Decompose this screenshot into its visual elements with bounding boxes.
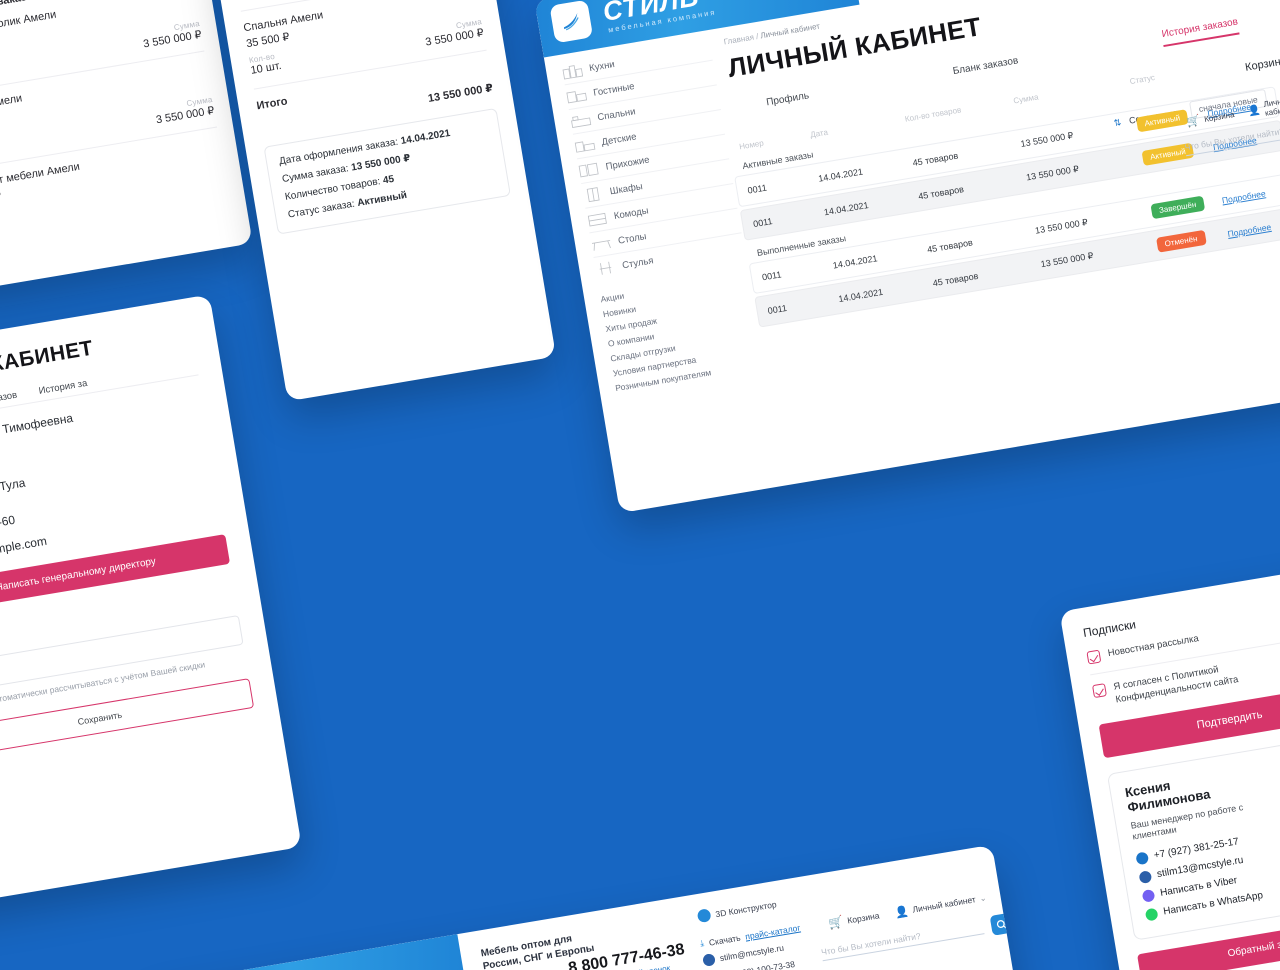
sidebar-item-stulya[interactable]: Стулья [594, 233, 746, 281]
cube-icon [696, 908, 712, 924]
chair-icon [599, 261, 612, 275]
sidebar: Кухни Гостиные Спальни Детские Прихожие … [560, 36, 765, 395]
sidebar-item-stoly[interactable]: Столы [589, 208, 742, 259]
cell-number: 0011 [761, 268, 783, 282]
sidebar-item-kuhni[interactable]: Кухни [560, 36, 713, 86]
search-icon [996, 919, 1007, 929]
site-topbar [141, 934, 467, 970]
sidebar-item-gostinye[interactable]: Гостиные [564, 60, 717, 111]
viber-icon [1141, 888, 1156, 903]
sidebar-item-shkafy[interactable]: Шкафы [581, 159, 734, 209]
summary-value: 13 550 000 ₽ [350, 152, 412, 174]
cart-icon: 🛒 [1185, 114, 1202, 129]
sidebar-item-label: Спальни [596, 105, 637, 123]
cell-count: 45 товаров [911, 150, 959, 168]
logo-swoosh-icon [563, 13, 579, 31]
sidebar-item-prihozhie[interactable]: Прихожие [577, 134, 730, 185]
tab-profile[interactable]: Профиль [765, 90, 810, 109]
status-badge: Активный [1135, 109, 1190, 133]
logo-badge[interactable] [549, 0, 594, 44]
download-icon: ⤓ [699, 937, 705, 949]
mail-icon [702, 953, 716, 967]
dresser-icon [587, 212, 607, 227]
phone-icon [1135, 851, 1150, 866]
summary-value: Активный [356, 189, 408, 210]
search-button[interactable] [989, 912, 1013, 936]
tab-history[interactable]: История за [37, 377, 89, 397]
cart-label: Корзина [846, 910, 881, 926]
hallway-icon [578, 162, 599, 178]
constructor-link[interactable]: 3D Конструктор [696, 897, 778, 924]
sidebar-item-label: Гостиные [592, 80, 636, 99]
kids-icon [574, 141, 596, 153]
site-window-blank: СТИЛЬ мебельная компания Мебель оптом дл… [141, 844, 1085, 970]
breadcrumb-sep: / [755, 31, 759, 42]
mail-icon [1138, 870, 1153, 884]
table-icon [591, 239, 611, 251]
checkbox-checked-icon[interactable] [1091, 683, 1107, 699]
user-icon: 👤 [1247, 104, 1262, 118]
sidebar-item-label: Прихожие [604, 154, 651, 173]
breadcrumb-home[interactable]: Главная [723, 32, 755, 47]
cell-count: 45 товаров [917, 183, 965, 202]
sidebar-submenu: Акции Новинки Хиты продаж О компании Скл… [599, 267, 764, 395]
cart-button[interactable]: 🛒 Корзина [828, 908, 881, 930]
profile-card: ЛИЧНЫЙ КАБИНЕТ Профиль Бланк заказов Ист… [0, 294, 302, 906]
tab-blank[interactable]: Бланк заказов [0, 389, 19, 411]
sidebar-item-label: Кухни [588, 58, 616, 74]
cell-sum: 13 550 000 ₽ [1039, 250, 1095, 270]
summary-label: Статус заказа: [287, 198, 356, 221]
checkbox-checked-icon[interactable] [1086, 649, 1102, 665]
details-link[interactable]: Подробнее [1226, 221, 1272, 239]
summary-value: 14.04.2021 [399, 127, 452, 148]
order-contents-card-left: Содержимое заказа Туалетный столик Амели… [0, 0, 253, 293]
sidebar-item-komody[interactable]: Комоды [585, 183, 738, 234]
user-icon: 👤 [894, 904, 910, 920]
order-detail-card: Спальня с зеркальцами Амели Кол-во 1 шт.… [211, 0, 557, 402]
cart-icon: 🛒 [827, 914, 845, 931]
account-button[interactable]: 👤 Личный кабинет ⌄ [894, 891, 987, 919]
cell-date: 14.04.2021 [823, 199, 870, 217]
cell-number: 0011 [746, 182, 768, 196]
tab-blank[interactable]: Бланк заказов [952, 55, 1020, 78]
cart-label: Корзина [1203, 109, 1236, 124]
status-badge: Отменён [1155, 229, 1207, 253]
sidebar-item-label: Столы [617, 230, 648, 247]
cell-sum: 13 550 000 ₽ [1025, 163, 1080, 183]
summary-value: 45 [382, 173, 395, 187]
wardrobe-icon [586, 187, 600, 203]
details-link[interactable]: Подробнее [1221, 187, 1267, 205]
sidebar-item-label: Шкафы [608, 180, 644, 197]
sidebar-item-spalni[interactable]: Спальни [568, 85, 721, 135]
cell-count: 45 товаров [926, 236, 974, 255]
whatsapp-icon [1144, 907, 1159, 922]
sidebar-item-detskie[interactable]: Детские [573, 109, 726, 160]
subscription-label: Новостная рассылка [1107, 633, 1200, 660]
cell-date: 14.04.2021 [817, 165, 864, 184]
cell-number: 0011 [766, 302, 788, 316]
cell-date: 14.04.2021 [832, 252, 879, 271]
sidebar-item-label: Детские [600, 130, 638, 148]
status-badge: Завершён [1149, 195, 1206, 220]
breadcrumb-current: Личный кабинет [759, 21, 821, 41]
cell-count: 45 товаров [931, 270, 979, 288]
cell-date: 14.04.2021 [837, 286, 884, 304]
account-label: Личный кабинет [1262, 95, 1280, 118]
cell-number: 0011 [752, 215, 774, 229]
subscriptions-card: Подписки Новостная рассылка Я согласен с… [1059, 562, 1280, 970]
tab-history[interactable]: История заказов [1160, 16, 1240, 48]
sidebar-item-label: Комоды [613, 204, 650, 222]
manager-card: Ксения Филимонова Ваш менеджер по работе… [1106, 730, 1280, 941]
total-label: Итого [255, 95, 289, 113]
livingroom-icon [566, 91, 588, 104]
site-window-history: СТИЛЬ мебельная компания Мебель оптом дл… [534, 0, 1280, 514]
kitchen-icon [562, 65, 584, 80]
chevron-down-icon: ⌄ [978, 892, 987, 903]
bedroom-icon [571, 116, 592, 129]
account-label: Личный кабинет [911, 894, 977, 915]
sidebar-item-label: Стулья [621, 254, 655, 271]
order-summary-box: Дата оформления заказа: 14.04.2021 Сумма… [263, 107, 511, 235]
